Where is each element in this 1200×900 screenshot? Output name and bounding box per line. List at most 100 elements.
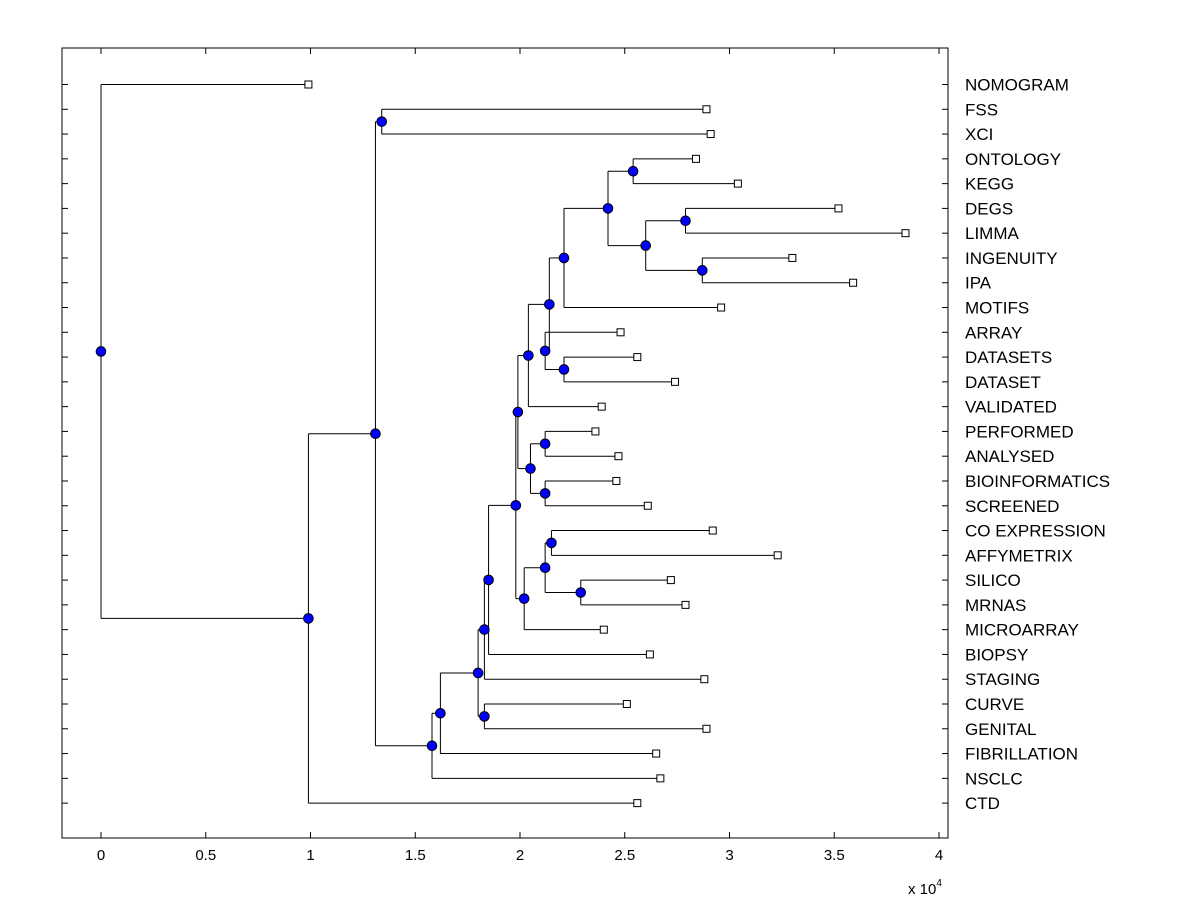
leaf-marker-curve: [622, 700, 631, 708]
node-marker-n-coexp-microarray: [518, 593, 530, 604]
leaf-marker-performed: [591, 427, 600, 436]
x-tick-label-7: 3.5: [824, 847, 845, 864]
leaf-label-dataset: DATASET: [965, 373, 1041, 392]
leaf-marker-kegg: [733, 179, 742, 188]
node-marker-n-ontology-motifs: [558, 252, 570, 264]
node-marker-n-degs-ipa: [640, 240, 652, 251]
leaf-marker-datasets: [633, 353, 642, 362]
leaf-label-array: ARRAY: [965, 323, 1022, 342]
leaf-marker-nomogram: [304, 80, 313, 89]
leaf-label-kegg: KEGG: [965, 175, 1014, 194]
node-marker-n-ontology-fibrillation: [435, 707, 446, 719]
leaf-label-validated: VALIDATED: [965, 398, 1057, 417]
node-marker-n-root: [95, 346, 107, 357]
leaf-marker-ontology: [691, 154, 700, 163]
leaf-marker-ipa: [849, 278, 858, 287]
node-marker-n-bioinf-screened: [539, 488, 551, 499]
leaf-label-screened: SCREENED: [965, 497, 1059, 516]
leaf-marker-affymetrix: [773, 551, 782, 560]
leaf-label-ontology: ONTOLOGY: [965, 150, 1061, 169]
leaf-label-curve: CURVE: [965, 695, 1024, 714]
x-tick-label-6: 3: [725, 847, 733, 864]
node-marker-n-ontology-validated: [523, 350, 534, 361]
x-scale-base: x 10: [908, 881, 936, 898]
leaf-label-co-expression: CO EXPRESSION: [965, 522, 1106, 541]
leaf-label-fss: FSS: [965, 100, 998, 119]
node-marker-n-performed-screened: [525, 463, 536, 474]
x-axis-ticks: 0 0.5 1 1.5 2 2.5 3 3.5 4: [97, 48, 943, 864]
leaf-marker-fss: [702, 105, 711, 114]
merge-node-markers: [95, 116, 708, 752]
leaf-label-ctd: CTD: [965, 794, 1000, 813]
node-marker-n-ontology-staging: [479, 624, 490, 635]
leaf-labels: NOMOGRAM FSS XCI ONTOLOGY KEGG DEGS LIMMA INGEN…: [965, 76, 1110, 814]
node-marker-n-ontology-dataset: [544, 299, 555, 310]
leaf-marker-mrnas: [681, 600, 690, 609]
node-marker-n-coexp-affy: [546, 537, 557, 549]
leaf-label-affymetrix: AFFYMETRIX: [965, 546, 1073, 565]
leaf-marker-ingenuity: [788, 253, 797, 262]
leaf-marker-xci: [706, 130, 715, 139]
node-marker-n-degs-limma: [680, 215, 691, 227]
leaf-label-degs: DEGS: [965, 199, 1013, 218]
leaf-label-xci: XCI: [965, 125, 993, 144]
leaf-marker-motifs: [717, 303, 726, 312]
leaf-label-analysed: ANALYSED: [965, 447, 1054, 466]
leaf-marker-screened: [643, 501, 652, 510]
node-marker-n-coexp-mrnas: [539, 562, 551, 574]
leaf-label-fibrillation: FIBRILLATION: [965, 745, 1078, 764]
plot-frame: [61, 47, 949, 839]
node-marker-n-performed-analysed: [539, 438, 551, 450]
leaf-marker-validated: [597, 402, 606, 411]
x-scale-label: x 104: [908, 878, 942, 898]
leaf-label-microarray: MICROARRAY: [965, 621, 1079, 640]
leaf-marker-microarray: [599, 625, 608, 634]
leaf-label-ingenuity: INGENUITY: [965, 249, 1058, 268]
x-tick-label-8: 4: [935, 847, 943, 864]
x-scale-exponent: 4: [936, 878, 942, 889]
leaf-label-mrnas: MRNAS: [965, 596, 1026, 615]
leaf-marker-limma: [901, 229, 910, 238]
node-marker-n-fss-nsclc: [370, 428, 381, 440]
leaf-marker-array: [616, 328, 625, 337]
node-marker-n-ontology-microarray: [510, 500, 522, 511]
x-tick-label-2: 1: [306, 847, 314, 864]
node-marker-n-ontology-screened: [512, 406, 524, 418]
leaf-label-nomogram: NOMOGRAM: [965, 76, 1069, 95]
node-marker-n-ontology-ipa: [602, 203, 614, 214]
leaf-marker-silico: [666, 576, 675, 585]
leaf-marker-co-expression: [708, 526, 717, 535]
leaf-marker-nsclc: [656, 774, 665, 783]
node-marker-n-datasets-dataset: [558, 364, 570, 375]
leaf-marker-degs: [834, 204, 843, 213]
x-tick-label-3: 1.5: [405, 847, 426, 864]
node-marker-n-fss-xci: [376, 116, 388, 127]
leaf-label-limma: LIMMA: [965, 224, 1020, 243]
node-marker-n-ontology-nsclc: [426, 740, 438, 752]
leaf-label-motifs: MOTIFS: [965, 299, 1029, 318]
x-tick-label-4: 2: [516, 847, 524, 864]
dendrogram-branches: [100, 84, 906, 804]
leaf-marker-dataset: [671, 377, 680, 386]
node-marker-n-array-dataset: [539, 345, 551, 357]
leaf-label-staging: STAGING: [965, 670, 1040, 689]
x-tick-label-5: 2.5: [614, 847, 635, 864]
leaf-marker-bioinformatics: [612, 476, 621, 485]
leaf-marker-staging: [700, 675, 709, 684]
node-marker-n-ingenuity-ipa: [696, 265, 708, 276]
x-tick-label-0: 0: [97, 847, 105, 864]
node-marker-n-fss-ctd: [303, 613, 314, 624]
leaf-marker-analysed: [614, 452, 623, 461]
node-marker-n-ontology-kegg: [627, 165, 639, 177]
leaf-label-bioinformatics: BIOINFORMATICS: [965, 472, 1110, 491]
leaf-marker-genital: [702, 724, 711, 733]
node-marker-n-silico-mrnas: [575, 587, 587, 598]
leaf-label-nsclc: NSCLC: [965, 769, 1023, 788]
leaf-label-biopsy: BIOPSY: [965, 645, 1028, 664]
y-axis-ticks: [62, 84, 948, 804]
leaf-label-silico: SILICO: [965, 571, 1021, 590]
x-tick-label-1: 0.5: [195, 847, 216, 864]
node-marker-n-ontology-genital: [472, 667, 484, 679]
leaf-marker-biopsy: [645, 650, 654, 659]
